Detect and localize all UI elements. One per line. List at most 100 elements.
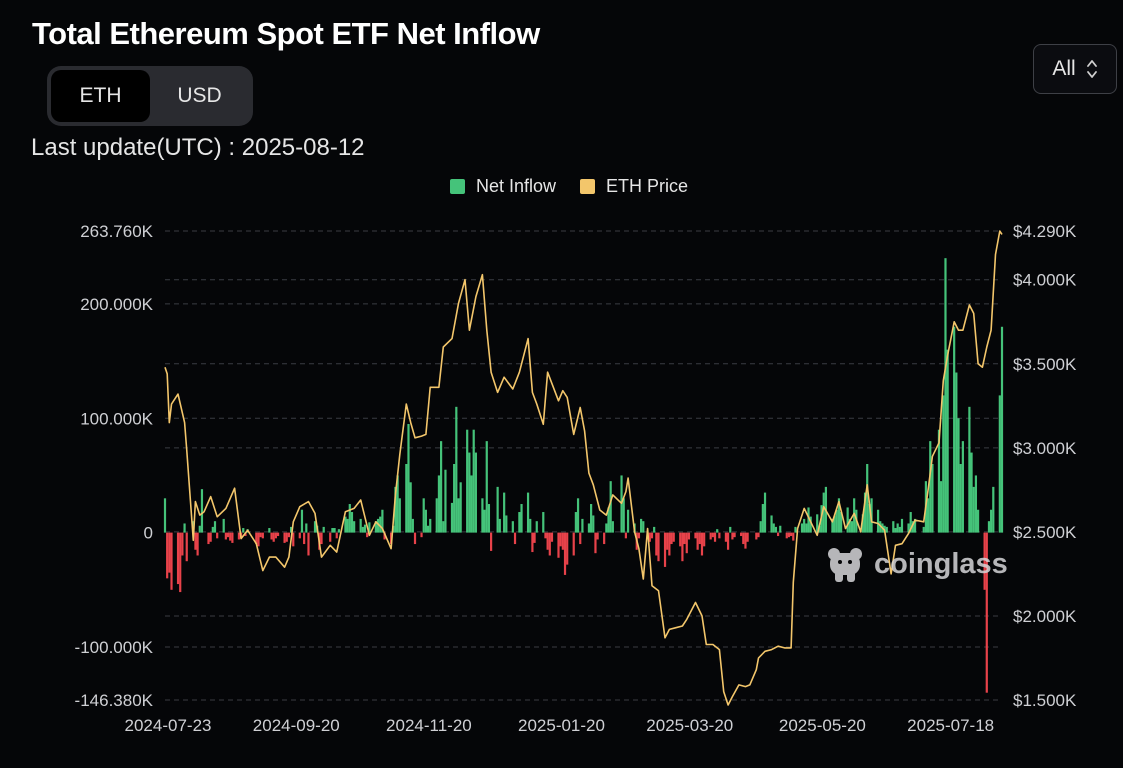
net-inflow-bar[interactable]: [285, 532, 288, 542]
net-inflow-bar[interactable]: [226, 532, 230, 538]
net-inflow-bar[interactable]: [196, 532, 199, 556]
net-inflow-bar[interactable]: [344, 516, 347, 533]
net-inflow-bar[interactable]: [566, 532, 569, 565]
net-inflow-bar[interactable]: [709, 532, 712, 540]
net-inflow-bar[interactable]: [546, 532, 549, 550]
net-inflow-bar[interactable]: [168, 532, 171, 573]
net-inflow-bar[interactable]: [300, 509, 304, 533]
net-inflow-bar[interactable]: [640, 518, 643, 533]
net-inflow-bar[interactable]: [348, 504, 351, 533]
net-inflow-bar[interactable]: [685, 532, 688, 554]
net-inflow-bar[interactable]: [990, 509, 993, 533]
net-inflow-bar[interactable]: [590, 504, 593, 533]
net-inflow-bar[interactable]: [542, 512, 545, 533]
net-inflow-bar[interactable]: [637, 532, 641, 539]
net-inflow-bar[interactable]: [163, 498, 167, 533]
net-inflow-bar[interactable]: [200, 489, 204, 533]
net-inflow-bar[interactable]: [490, 532, 493, 551]
net-inflow-bar[interactable]: [533, 532, 536, 543]
net-inflow-bar[interactable]: [398, 498, 401, 533]
net-inflow-bar[interactable]: [268, 528, 271, 533]
net-inflow-bar[interactable]: [679, 532, 682, 547]
net-inflow-bar[interactable]: [716, 529, 719, 533]
net-inflow-bar[interactable]: [307, 532, 310, 556]
net-inflow-bar[interactable]: [953, 326, 956, 533]
net-inflow-bar[interactable]: [559, 532, 562, 547]
net-inflow-bar[interactable]: [518, 512, 521, 533]
net-inflow-bar[interactable]: [453, 464, 456, 533]
net-inflow-bar[interactable]: [440, 441, 443, 533]
net-inflow-bar[interactable]: [611, 521, 614, 533]
net-inflow-bar[interactable]: [711, 532, 714, 538]
net-inflow-bar[interactable]: [426, 525, 430, 533]
net-inflow-bar[interactable]: [670, 532, 673, 545]
net-inflow-bar[interactable]: [298, 532, 301, 539]
net-inflow-bar[interactable]: [305, 523, 308, 533]
net-inflow-bar[interactable]: [468, 452, 471, 533]
net-inflow-bar[interactable]: [761, 504, 764, 533]
net-inflow-bar[interactable]: [666, 532, 669, 550]
net-inflow-bar[interactable]: [605, 523, 608, 533]
net-inflow-bar[interactable]: [346, 518, 349, 533]
net-inflow-bar[interactable]: [526, 492, 530, 533]
net-inflow-bar[interactable]: [770, 515, 773, 533]
net-inflow-bar[interactable]: [850, 521, 854, 533]
net-inflow-bar[interactable]: [879, 521, 882, 533]
net-inflow-bar[interactable]: [718, 532, 721, 539]
net-inflow-bar[interactable]: [550, 532, 554, 542]
net-inflow-bar[interactable]: [474, 452, 477, 533]
net-inflow-bar[interactable]: [394, 486, 397, 533]
net-inflow-bar[interactable]: [624, 532, 627, 539]
net-inflow-bar[interactable]: [822, 492, 825, 533]
net-inflow-bar[interactable]: [292, 532, 295, 547]
net-inflow-bar[interactable]: [926, 498, 930, 533]
net-inflow-bar[interactable]: [561, 532, 564, 550]
net-inflow-bar[interactable]: [503, 492, 506, 533]
net-inflow-bar[interactable]: [755, 532, 758, 540]
net-inflow-bar[interactable]: [466, 429, 469, 533]
net-inflow-bar[interactable]: [353, 521, 356, 533]
net-inflow-bar[interactable]: [481, 498, 484, 533]
net-inflow-bar[interactable]: [740, 532, 743, 537]
range-select[interactable]: All: [1033, 44, 1117, 94]
net-inflow-bar[interactable]: [487, 504, 491, 533]
net-inflow-bar[interactable]: [198, 525, 201, 533]
net-inflow-bar[interactable]: [459, 482, 462, 533]
net-inflow-bar[interactable]: [698, 532, 701, 545]
net-inflow-bar[interactable]: [746, 532, 749, 542]
net-inflow-bar[interactable]: [742, 532, 745, 545]
net-inflow-bar[interactable]: [955, 372, 958, 533]
net-inflow-bar[interactable]: [909, 512, 912, 533]
net-inflow-bar[interactable]: [998, 395, 1001, 533]
net-inflow-bar[interactable]: [913, 518, 917, 533]
net-inflow-bar[interactable]: [846, 507, 849, 533]
net-inflow-bar[interactable]: [609, 481, 612, 533]
net-inflow-bar[interactable]: [450, 502, 454, 533]
net-inflow-bar[interactable]: [833, 515, 836, 533]
net-inflow-bar[interactable]: [992, 486, 995, 533]
net-inflow-bar[interactable]: [535, 521, 538, 533]
net-inflow-bar[interactable]: [596, 532, 599, 540]
net-inflow-bar[interactable]: [331, 528, 334, 533]
net-inflow-bar[interactable]: [359, 518, 362, 533]
net-inflow-bar[interactable]: [216, 532, 219, 539]
net-inflow-bar[interactable]: [922, 526, 925, 533]
net-inflow-bar[interactable]: [176, 532, 180, 585]
net-inflow-bar[interactable]: [455, 406, 458, 533]
net-inflow-bar[interactable]: [866, 464, 869, 533]
net-inflow-bar[interactable]: [363, 524, 367, 533]
net-inflow-bar[interactable]: [413, 532, 417, 545]
net-inflow-bar[interactable]: [863, 492, 867, 533]
net-inflow-bar[interactable]: [337, 529, 341, 533]
net-inflow-bar[interactable]: [496, 486, 499, 533]
eth-price-path[interactable]: [164, 230, 1003, 706]
net-inflow-bar[interactable]: [505, 515, 508, 533]
net-inflow-bar[interactable]: [794, 526, 797, 533]
net-inflow-bar[interactable]: [885, 526, 888, 533]
net-inflow-bar[interactable]: [672, 532, 675, 542]
net-inflow-bar[interactable]: [498, 518, 501, 533]
net-inflow-bar[interactable]: [224, 532, 227, 540]
net-inflow-bar[interactable]: [259, 532, 262, 538]
net-inflow-bar[interactable]: [255, 532, 258, 545]
